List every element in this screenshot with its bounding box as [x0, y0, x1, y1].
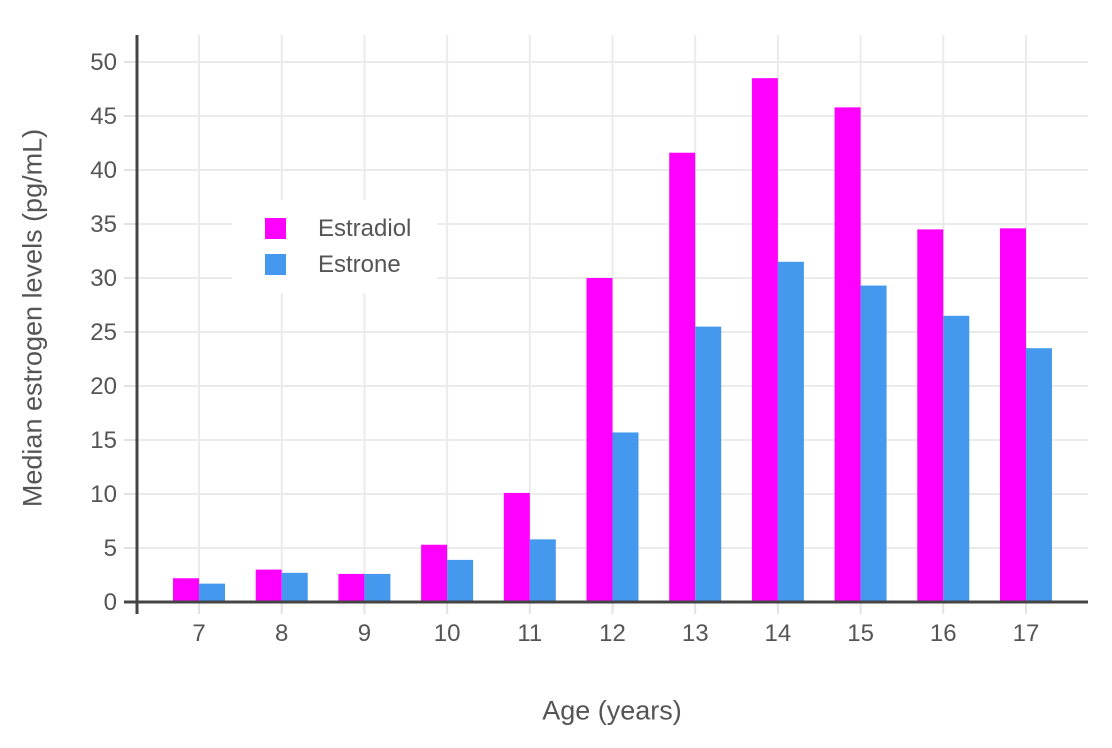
x-tick-label-17: 17	[1013, 620, 1040, 647]
bar-estradiol-age-14[interactable]	[751, 78, 778, 602]
bar-estradiol-age-8[interactable]	[255, 569, 282, 602]
legend-swatch-estradiol	[265, 218, 286, 239]
x-tick-label-10: 10	[434, 620, 461, 647]
bar-estradiol-age-12[interactable]	[586, 278, 613, 602]
y-tick-label-10: 10	[90, 481, 117, 508]
y-tick-label-0: 0	[104, 589, 117, 616]
legend-label-estradiol: Estradiol	[318, 214, 412, 242]
y-tick-label-40: 40	[90, 157, 117, 184]
y-tick-label-50: 50	[90, 49, 117, 76]
bar-estrone-age-9[interactable]	[364, 573, 391, 602]
x-tick-label-16: 16	[930, 620, 957, 647]
y-tick-label-30: 30	[90, 265, 117, 292]
bar-estrone-age-13[interactable]	[695, 326, 722, 602]
y-tick-label-35: 35	[90, 211, 117, 238]
bar-estradiol-age-13[interactable]	[669, 152, 696, 602]
bar-estradiol-age-10[interactable]	[421, 544, 448, 602]
x-tick-label-8: 8	[275, 620, 288, 647]
y-tick-label-15: 15	[90, 427, 117, 454]
y-tick-label-25: 25	[90, 319, 117, 346]
bar-estrone-age-8[interactable]	[281, 572, 308, 602]
x-tick-label-13: 13	[682, 620, 709, 647]
bar-estrone-age-16[interactable]	[943, 315, 970, 602]
legend: Estradiol Estrone	[232, 200, 438, 293]
bar-estradiol-age-9[interactable]	[338, 573, 365, 602]
bar-estradiol-age-16[interactable]	[917, 229, 944, 602]
y-tick-label-5: 5	[104, 535, 117, 562]
bar-estrone-age-11[interactable]	[529, 539, 556, 602]
bar-estradiol-age-7[interactable]	[173, 578, 200, 602]
x-tick-label-12: 12	[599, 620, 626, 647]
x-tick-label-14: 14	[765, 620, 792, 647]
bar-estrone-age-12[interactable]	[612, 432, 639, 602]
bar-estradiol-age-11[interactable]	[503, 492, 530, 602]
legend-label-estrone: Estrone	[318, 250, 401, 278]
y-tick-label-45: 45	[90, 103, 117, 130]
bar-estrone-age-7[interactable]	[199, 583, 226, 602]
x-tick-label-9: 9	[358, 620, 371, 647]
x-tick-label-15: 15	[847, 620, 874, 647]
legend-entry-estrone[interactable]: Estrone	[265, 248, 411, 281]
bar-estrone-age-10[interactable]	[447, 559, 474, 602]
bar-estrone-age-17[interactable]	[1025, 348, 1052, 602]
legend-swatch-estrone	[265, 254, 286, 275]
x-tick-label-7: 7	[192, 620, 205, 647]
x-tick-label-11: 11	[517, 620, 542, 647]
y-tick-label-20: 20	[90, 373, 117, 400]
bar-estradiol-age-15[interactable]	[834, 107, 861, 603]
bar-estrone-age-14[interactable]	[777, 261, 804, 602]
bar-estrone-age-15[interactable]	[860, 285, 887, 602]
bar-estradiol-age-17[interactable]	[999, 228, 1026, 602]
legend-entry-estradiol[interactable]: Estradiol	[265, 212, 411, 245]
